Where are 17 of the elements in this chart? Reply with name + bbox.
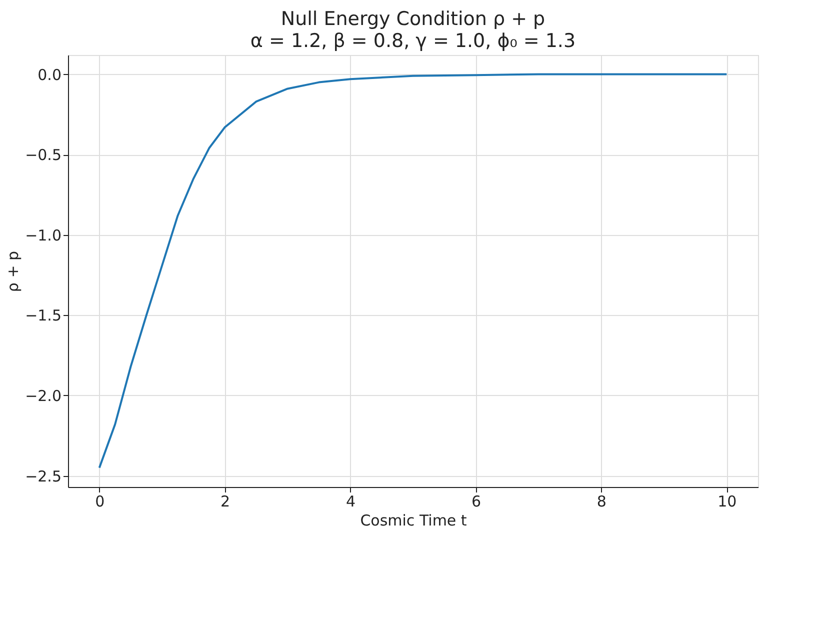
y-tick-label: −1.5	[25, 306, 62, 325]
y-axis-title: ρ + p	[4, 250, 22, 292]
x-tick-label: 10	[718, 492, 737, 510]
x-tick-label: 6	[471, 492, 481, 510]
line-series	[98, 73, 728, 469]
x-tick-label: 0	[95, 492, 105, 510]
y-tick-label: −2.5	[25, 467, 62, 486]
y-tick-label: −1.0	[25, 226, 62, 244]
chart-subtitle: α = 1.2, β = 0.8, γ = 1.0, ϕ₀ = 1.3	[250, 30, 576, 52]
chart-title: Null Energy Condition ρ + p	[280, 8, 546, 30]
x-tick-label: 8	[596, 492, 606, 510]
x-axis-title: Cosmic Time t	[360, 512, 467, 530]
y-tick-label: −0.5	[25, 146, 62, 164]
y-tick-label: 0.0	[38, 66, 62, 84]
x-tick-label: 2	[220, 492, 230, 510]
x-tick-label: 4	[346, 492, 356, 510]
y-tick-label: −2.0	[25, 386, 62, 405]
